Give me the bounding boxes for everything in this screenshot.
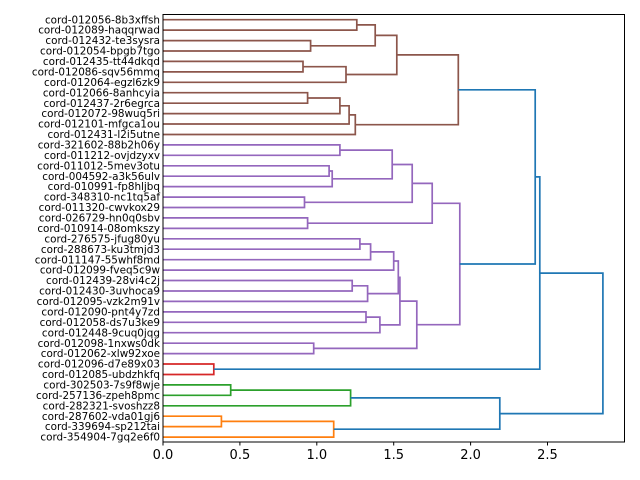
leaf-label: cord-012098-1nxws0dk [38, 338, 160, 350]
dendrogram-link-b6 [346, 34, 398, 76]
dendrogram-link-p4 [332, 149, 394, 180]
leaf-label: cord-339694-sp212tai [45, 421, 160, 433]
dendrogram-link-p17 [379, 276, 401, 326]
leaf-label: cord-012072-98wuq5ri [41, 108, 160, 120]
leaf-label: cord-012431-l2i5utne [47, 129, 160, 141]
dendrogram-link-b3 [310, 24, 377, 47]
dendrogram-link-b5 [163, 65, 347, 84]
dendrogram-link-p8 [307, 182, 434, 225]
leaf-label: cord-257136-zpeh8pmc [36, 390, 160, 402]
leaf-label: cord-011212-ovjdzyxv [44, 150, 160, 162]
leaf-label: cord-012448-9cuq0jqg [42, 327, 160, 339]
dendrogram-link-p12 [163, 279, 354, 292]
x-tick-label: 1.5 [383, 448, 404, 463]
dendrogram-link-p1 [163, 144, 341, 157]
dendrogram-link-p3 [163, 170, 334, 188]
dendrogram-link-p7 [163, 217, 309, 230]
dendrogram-link-b4 [163, 60, 304, 73]
leaf-label: cord-012101-mfgca1ou [38, 119, 160, 131]
leaf-label: cord-012090-pnt4y7zd [41, 306, 160, 318]
dendrogram-link-p5 [163, 196, 306, 209]
leaf-label: cord-321602-88b2h06y [38, 140, 160, 152]
x-tick-label: 1.0 [306, 448, 327, 463]
x-tick-label: 0.5 [230, 448, 251, 463]
dendrogram-link-g1 [163, 384, 232, 397]
dendrogram-link-b8 [163, 97, 341, 115]
dendrogram-link-p13 [163, 284, 369, 303]
x-tick-label: 2.5 [537, 448, 558, 463]
leaf-label: cord-026729-hn0q0sbv [39, 213, 160, 225]
leaf-label: cord-004592-a3k56ulv [42, 171, 160, 183]
leaf-label: cord-012099-fveq5c9w [40, 265, 161, 277]
leaf-label: cord-288673-ku3tmjd3 [41, 244, 160, 256]
leaf-label: cord-012435-tt44dkqd [43, 56, 160, 68]
leaf-label: cord-348310-nc1tq5af [44, 192, 160, 204]
leaf-label: cord-010914-08omkszy [37, 223, 160, 235]
leaf-label: cord-012095-vzk2m91v [37, 296, 160, 308]
dendrogram-link-p10 [163, 243, 372, 261]
leaf-label: cord-010991-fp8hljbq [48, 181, 160, 193]
dendrogram-link-p19 [313, 300, 418, 350]
leaf-label: cord-302503-7s9f8wje [43, 379, 160, 391]
leaf-label: cord-012432-te3sysra [45, 35, 160, 47]
leaf-label: cord-012054-bpgb7tgo [40, 46, 160, 58]
dendrogram-link-p11 [163, 251, 395, 271]
leaf-label: cord-287602-vda01gj6 [42, 411, 160, 423]
dendrogram-link-b9 [163, 104, 350, 125]
dendrogram-link-p18 [163, 342, 315, 355]
dendrogram-link-p20 [416, 202, 461, 326]
leaf-label: cord-012430-3uvhoca9 [39, 286, 160, 298]
dendrogram-link-p16 [163, 316, 381, 334]
dendrogram-link-o2 [163, 420, 335, 438]
x-tick-label: 2.0 [460, 448, 481, 463]
dendrogram-link-o1 [163, 415, 223, 428]
x-tick-label: 0.0 [153, 448, 174, 463]
leaf-label: cord-012089-haqqrwad [38, 25, 160, 37]
dendrogram-link-x2 [213, 176, 541, 371]
leaf-label: cord-012064-egzl6zk9 [44, 77, 160, 89]
leaf-label: cord-012439-28vi4c2j [46, 275, 160, 287]
dendrogram-link-b11 [355, 54, 460, 126]
leaf-label: cord-011147-55whf8md [35, 254, 160, 266]
leaf-label: cord-012437-2r6egrca [43, 98, 160, 110]
dendrogram-link-r1 [163, 363, 215, 376]
dendrogram-link-g2 [163, 389, 352, 407]
leaf-label: cord-012058-ds7u3ke9 [40, 317, 160, 329]
leaf-label: cord-011320-cwvkox29 [39, 202, 160, 214]
leaf-label: cord-276575-jfug80yu [44, 233, 160, 245]
dendrogram-link-b7 [163, 91, 309, 105]
dendrogram-link-p15 [163, 311, 367, 324]
leaf-label: cord-282321-svoshzz8 [43, 400, 160, 412]
leaf-label: cord-012085-ubdzhkfq [42, 369, 160, 381]
leaf-label: cord-012062-xlw92xoe [41, 348, 160, 360]
dendrogram-link-x4 [499, 272, 604, 415]
leaf-label: cord-012096-d7e89x03 [38, 359, 160, 371]
dendrogram-link-p6 [304, 163, 414, 204]
dendrogram-link-p2 [163, 164, 330, 178]
dendrogram-link-b1 [163, 18, 358, 31]
dendrogram-link-p9 [163, 237, 361, 251]
leaf-label: cord-012086-sqv56mmq [32, 66, 160, 78]
dendrogram-link-x1 [458, 88, 537, 265]
leaf-label: cord-012056-8b3xffsh [45, 14, 160, 26]
leaf-label: cord-012066-8anhcyia [43, 87, 160, 99]
leaf-label: cord-354904-7gq2e6f0 [40, 432, 160, 444]
dendrogram-link-x3 [333, 397, 501, 431]
dendrogram-link-b2 [163, 39, 312, 52]
leaf-label: cord-011012-5mev3otu [37, 160, 160, 172]
